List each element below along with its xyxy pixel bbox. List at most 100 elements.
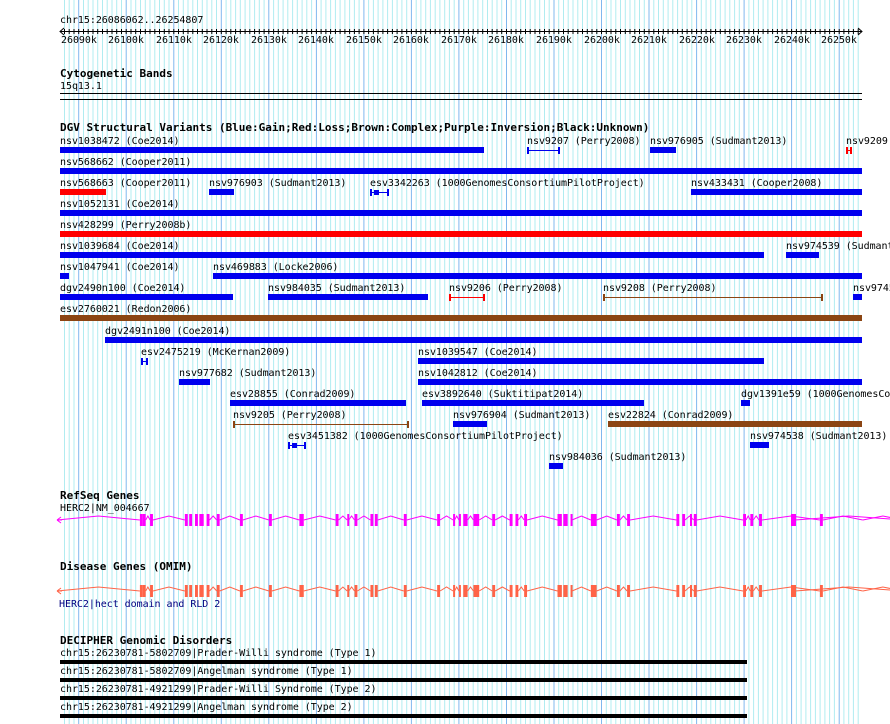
intron-line [478, 515, 493, 521]
exon-block [335, 585, 339, 597]
ruler-tick-label: 26190k [536, 35, 572, 46]
intron-line [629, 586, 677, 592]
variant-label: nsv1047941 (Coe2014) [60, 262, 180, 273]
variant-bar[interactable] [230, 400, 406, 406]
variant-line [527, 150, 559, 151]
intron-line [145, 585, 151, 592]
intron-line [271, 586, 300, 592]
omim-track-title: Disease Genes (OMIM) [60, 560, 193, 573]
variant-line [141, 361, 147, 362]
variant-label: nsv9745 [853, 283, 890, 294]
variant-interval[interactable] [288, 442, 306, 449]
variant-bar[interactable] [741, 400, 750, 406]
variant-bar[interactable] [608, 421, 862, 427]
variant-interval[interactable] [370, 189, 389, 196]
variant-interval[interactable] [233, 421, 409, 428]
exon-block [791, 585, 796, 597]
variant-bar[interactable] [750, 442, 769, 448]
variant-label: nsv568662 (Cooper2011) [60, 157, 192, 168]
variant-bar[interactable] [650, 147, 676, 153]
variant-interval[interactable] [527, 147, 560, 154]
decipher-item-bar[interactable] [60, 678, 747, 682]
variant-label: nsv9209 [846, 136, 888, 147]
variant-bar[interactable] [213, 273, 862, 279]
variant-interval[interactable] [603, 294, 823, 301]
exon-block [150, 585, 153, 597]
exon-block [453, 514, 456, 526]
ruler-tick-label: 26090k [61, 35, 97, 46]
exon-block [509, 514, 513, 526]
exon-block [563, 585, 568, 597]
cytoband-line[interactable] [60, 99, 862, 100]
ruler-tick-label: 26160k [393, 35, 429, 46]
variant-interval[interactable] [846, 147, 852, 154]
refseq-gene-model[interactable] [0, 512, 890, 528]
variant-cap [846, 147, 848, 154]
variant-bar[interactable] [60, 147, 484, 153]
variant-block [374, 190, 379, 195]
variant-interval[interactable] [449, 294, 485, 301]
intron-line [696, 586, 744, 592]
intron-line [862, 586, 890, 592]
variant-interval[interactable] [141, 358, 148, 365]
intron-line [752, 586, 760, 592]
exon-block [743, 514, 746, 526]
intron-line [152, 586, 185, 592]
exon-block [473, 514, 480, 526]
variant-label: nsv1039547 (Coe2014) [418, 347, 538, 358]
dgv-track-title: DGV Structural Variants (Blue:Gain;Red:L… [60, 121, 650, 134]
variant-bar[interactable] [60, 273, 69, 279]
cytoband-track-title: Cytogenetic Bands [60, 67, 173, 80]
intron-line [454, 514, 460, 521]
variant-label: esv22824 (Conrad2009) [608, 410, 734, 421]
exon-block [374, 514, 378, 526]
exon-block [682, 585, 686, 597]
decipher-item-bar[interactable] [60, 714, 747, 718]
variant-label: esv2475219 (McKernan2009) [141, 347, 291, 358]
variant-bar[interactable] [418, 358, 764, 364]
ruler-tick-label: 26180k [488, 35, 524, 46]
variant-bar[interactable] [422, 400, 644, 406]
exon-block [299, 514, 304, 526]
variant-bar[interactable] [853, 294, 862, 300]
variant-bar[interactable] [60, 315, 862, 321]
variant-bar[interactable] [786, 252, 819, 258]
intron-line [619, 515, 628, 521]
variant-line [233, 424, 408, 425]
exon-block [557, 585, 562, 597]
variant-bar[interactable] [549, 463, 563, 469]
intron-line [862, 515, 890, 521]
variant-bar[interactable] [60, 294, 233, 300]
decipher-item-bar[interactable] [60, 660, 747, 664]
ruler-tick-label: 26100k [108, 35, 144, 46]
variant-cap [304, 442, 306, 449]
variant-bar[interactable] [105, 337, 862, 343]
decipher-item-bar[interactable] [60, 696, 747, 700]
exon-block [463, 514, 468, 526]
omim-gene-label: HERC2|hect domain and RLD 2 [59, 599, 221, 610]
variant-bar[interactable] [60, 231, 862, 237]
exon-block [184, 514, 188, 526]
ruler-tick-label: 26230k [726, 35, 762, 46]
exon-block [524, 514, 528, 526]
intron-line [752, 515, 760, 521]
variant-bar[interactable] [209, 189, 234, 195]
variant-label: nsv976904 (Sudmant2013) [453, 410, 591, 421]
exon-block [239, 514, 243, 526]
variant-bar[interactable] [268, 294, 428, 300]
variant-bar[interactable] [453, 421, 487, 427]
exon-block [347, 514, 350, 526]
variant-bar[interactable] [60, 210, 862, 216]
variant-bar[interactable] [691, 189, 862, 195]
variant-bar[interactable] [60, 189, 106, 195]
variant-bar[interactable] [60, 168, 862, 174]
variant-bar[interactable] [179, 379, 210, 385]
intron-line [56, 586, 140, 592]
omim-gene-model[interactable] [0, 583, 890, 599]
cytoband-line[interactable] [60, 93, 862, 94]
variant-bar[interactable] [60, 252, 764, 258]
variant-bar[interactable] [418, 379, 862, 385]
exon-block [682, 514, 686, 526]
variant-label: nsv974539 (Sudmant [786, 241, 890, 252]
